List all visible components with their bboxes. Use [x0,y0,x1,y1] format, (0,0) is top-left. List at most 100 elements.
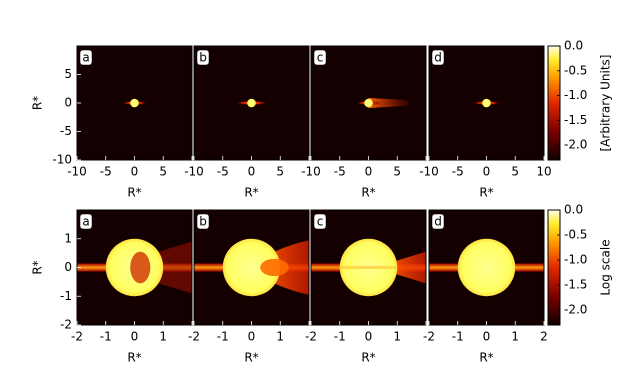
disk [457,238,516,297]
disk [364,98,373,108]
x-tick-label: 5 [159,165,167,179]
y-tick-label: -10 [52,153,72,167]
x-tick-label: 0 [131,330,139,344]
x-tick-label: 1 [276,330,284,344]
x-tick-label: -10 [184,165,204,179]
y-tick-label: 0 [64,260,72,274]
panel-label: c [317,215,324,229]
disk [130,98,139,108]
colorbar-tick-label: 0.0 [564,39,583,53]
x-tick-label: 1 [159,330,167,344]
x-tick-label: -10 [301,165,321,179]
x-axis-label: R* [361,186,375,200]
x-tick-label: 5 [276,165,284,179]
panel-label: b [199,215,207,229]
panel-label: a [82,51,89,65]
x-tick-label: -2 [71,330,83,344]
x-tick-label: -5 [217,165,229,179]
colorbar-label: Log scale [599,239,613,295]
x-tick-label: 5 [393,165,401,179]
colorbar-tick-label: -2.0 [564,303,587,317]
x-tick-label: 0 [131,165,139,179]
colorbar [547,45,561,161]
x-tick-label: 0 [248,165,256,179]
x-tick-label: 0 [248,330,256,344]
x-tick-label: -1 [334,330,346,344]
tail [368,97,409,109]
x-tick-label: 10 [536,165,551,179]
disk [247,98,256,108]
colorbar-tick-label: -1.0 [564,88,587,102]
panel-label-box [79,49,93,66]
x-tick-label: -2 [305,330,317,344]
x-tick-label: -2 [188,330,200,344]
x-tick-label: 1 [511,330,519,344]
disk [482,98,491,108]
speckle [260,258,289,277]
colorbar-tick-label: -1.5 [564,278,587,292]
colorbar-tick-label: 0.0 [564,203,583,217]
x-tick-label: -5 [100,165,112,179]
x-axis-label: R* [127,351,141,365]
colorbar-tick-label: -1.0 [564,253,587,267]
panel-image [194,238,309,297]
panel-label: d [434,51,442,65]
panel-label-box [196,49,210,66]
x-tick-label: 0 [483,330,491,344]
x-tick-label: -2 [423,330,435,344]
y-axis-label: R* [31,260,45,274]
x-tick-label: -5 [452,165,464,179]
x-tick-label: 0 [365,330,373,344]
y-tick-label: 1 [64,231,72,245]
colorbar-label: [Arbitrary Units] [599,55,613,152]
x-tick-label: 0 [365,165,373,179]
panel-image [429,238,544,297]
disk [222,238,281,297]
band-over [339,266,398,269]
y-tick-label: 5 [64,67,72,81]
wedge [385,251,426,284]
panel-label-box [431,49,445,66]
colorbar-tick-label: -2.0 [564,138,587,152]
y-tick-label: -1 [60,289,72,303]
x-tick-label: -10 [67,165,87,179]
x-tick-label: -5 [334,165,346,179]
panel-image [311,238,426,297]
colorbar-tick-label: -0.5 [564,63,587,77]
x-tick-label: -1 [217,330,229,344]
x-tick-label: 5 [511,165,519,179]
x-tick-label: -1 [452,330,464,344]
y-axis-label: R* [31,96,45,110]
panel-image [77,238,192,297]
panel-label: a [82,215,89,229]
panel-label-box [431,213,445,230]
x-axis-label: R* [244,186,258,200]
x-tick-label: 0 [483,165,491,179]
panel-label-box [313,49,327,66]
panel-label: d [434,215,442,229]
panel-label: c [317,51,324,65]
colorbar [547,209,561,326]
colorbar-tick-label: -0.5 [564,228,587,242]
panel-label-box [79,213,93,230]
x-axis-label: R* [361,351,375,365]
panel-image [355,97,409,109]
panel-label-box [196,213,210,230]
panel-label: b [199,51,207,65]
speckle [130,251,151,284]
panel-image [235,98,268,108]
x-axis-label: R* [244,351,258,365]
x-tick-label: 2 [540,330,548,344]
y-tick-label: -2 [60,318,72,332]
colorbar-tick-label: -1.5 [564,113,587,127]
x-tick-label: -10 [419,165,439,179]
y-tick-label: -5 [60,124,72,138]
x-tick-label: -1 [100,330,112,344]
x-tick-label: 1 [393,330,401,344]
x-axis-label: R* [127,186,141,200]
panel-image [472,98,501,108]
y-tick-label: 0 [64,96,72,110]
panel-image [121,98,148,108]
panel-label-box [313,213,327,230]
